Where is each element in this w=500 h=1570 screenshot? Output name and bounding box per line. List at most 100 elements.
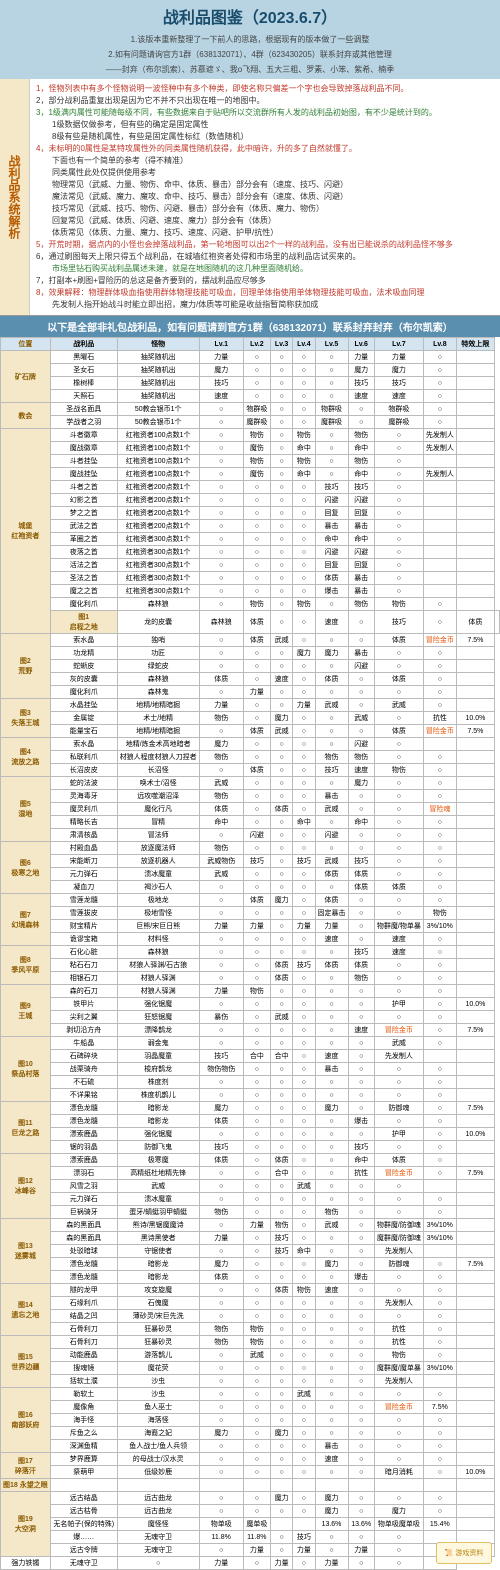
data-cell: 物伤 (243, 429, 270, 442)
data-cell: ○ (199, 442, 243, 455)
data-cell: ○ (315, 985, 348, 998)
data-cell (456, 442, 494, 455)
data-cell: ○ (374, 1427, 423, 1440)
data-cell: 无魂守卫 (50, 1557, 117, 1570)
data-cell: ○ (348, 1037, 374, 1050)
data-cell: 武威 (243, 1349, 270, 1362)
data-cell: 闪避 (348, 494, 374, 507)
data-cell: 合中 (243, 1050, 270, 1063)
data-cell: 森的石刀 (50, 985, 117, 998)
data-cell: 红袍资者100点数1个 (117, 442, 199, 455)
data-cell (50, 1479, 117, 1492)
data-cell: ○ (315, 1167, 348, 1180)
data-cell: 魔力 (315, 1492, 348, 1505)
data-cell: ○ (315, 1297, 348, 1310)
data-cell (456, 829, 494, 842)
data-cell: ○ (199, 1310, 243, 1323)
data-cell: ○ (315, 390, 348, 403)
table-row: 城堡红袍资者斗者徽章红袍资者100点数1个○物伤○物伤○物伤○先发制人 (1, 429, 500, 442)
data-cell: ○ (293, 533, 315, 546)
data-cell: 力量 (243, 1219, 270, 1232)
data-cell: ○ (348, 1375, 374, 1388)
data-cell (456, 1141, 494, 1154)
data-cell: ○ (423, 777, 456, 790)
table-row: 雪莲拔皮极地雪怪○○○○固定暴击○○物伤 (1, 907, 500, 920)
data-cell: 魔力 (199, 364, 243, 377)
data-cell: 先发制人 (423, 442, 456, 455)
data-cell: ○ (423, 1141, 456, 1154)
data-cell: 魔力 (315, 1102, 348, 1115)
table-row: 不石硫株度剂○○○○○○○○ (1, 1076, 500, 1089)
table-row: 夜落之首红袍资者300点数1个○○○○闪避闪避○ (1, 546, 500, 559)
data-cell: ○ (315, 946, 348, 959)
table-row: 精略长吉冒精命中○○命中○命中○○ (1, 816, 500, 829)
data-cell: ○ (315, 1531, 348, 1544)
data-cell: 闪避 (315, 829, 348, 842)
data-cell: 力量 (315, 1557, 348, 1570)
data-cell: ○ (293, 1128, 315, 1141)
data-cell: ○ (293, 1375, 315, 1388)
data-cell: ○ (423, 868, 456, 881)
data-cell: ○ (243, 1557, 270, 1570)
data-cell: 暴伤 (199, 1011, 243, 1024)
table-row: 远古枯骨远古曲龙○○○○魔力○魔力○ (1, 1505, 500, 1518)
data-cell: ○ (293, 764, 315, 777)
data-cell: ○ (374, 1115, 423, 1128)
table-row: 不详果铭株度机鹊儿○○○○○○○○ (1, 1089, 500, 1102)
data-cell: ○ (199, 1037, 243, 1050)
data-cell: ○ (423, 1505, 456, 1518)
data-cell: ○ (199, 520, 243, 533)
data-cell: 体质 (199, 1271, 243, 1284)
data-cell: 物伤 (348, 429, 374, 442)
data-cell: ○ (199, 455, 243, 468)
data-cell: 11.8% (199, 1531, 243, 1544)
data-cell: 物伤 (293, 598, 315, 611)
data-cell: 括软土濮 (50, 1375, 117, 1388)
table-row: 图10祭品村落牛船晶弱金鬼○○○○○○武威○ (1, 1037, 500, 1050)
data-cell: ○ (315, 1323, 348, 1336)
data-cell: ○ (423, 1310, 456, 1323)
data-cell: 魔力 (315, 1505, 348, 1518)
data-cell: ○ (243, 1310, 270, 1323)
data-cell: ○ (199, 1089, 243, 1102)
data-cell: ○ (423, 673, 456, 686)
data-cell: 远古曲龙 (117, 1492, 199, 1505)
data-cell: ○ (374, 660, 423, 673)
data-cell: ○ (243, 712, 270, 725)
data-cell: ○ (293, 377, 315, 390)
data-cell: 体质 (270, 972, 292, 985)
data-cell: ○ (243, 699, 270, 712)
data-cell: ○ (423, 647, 456, 660)
data-cell: 红袍资者200点数1个 (117, 507, 199, 520)
data-cell: ○ (270, 660, 292, 673)
table-row: 橡树棒抽奖随机出技巧○○○○技巧技巧○ (1, 377, 500, 390)
table-row: 祭萌甲低级妙鹿○○○○○○暗月消耗○10.0% (1, 1466, 500, 1479)
table-row: 魔化利爪森林狼○物伤○物伤○物伤物伤○ (1, 598, 500, 611)
data-cell (423, 572, 456, 585)
data-cell (456, 546, 494, 559)
data-cell: ○ (374, 520, 423, 533)
data-cell: ○ (293, 1427, 315, 1440)
data-cell: 暗影龙 (117, 1115, 199, 1128)
data-cell: 武威物伤 (199, 855, 243, 868)
data-cell: 魔伤 (243, 442, 270, 455)
data-cell: 技巧 (293, 855, 315, 868)
data-cell: 森林狼 (117, 946, 199, 959)
table-row: 处驳暗球守锯使者○○技巧命中○○先发制人 (1, 1245, 500, 1258)
zone-cell: 图14遗忘之地 (1, 1284, 51, 1336)
data-cell: 财宝精片 (50, 920, 117, 933)
data-cell: ○ (199, 481, 243, 494)
data-cell: ○ (374, 829, 423, 842)
data-cell: ○ (315, 442, 348, 455)
data-cell (456, 1076, 494, 1089)
rules-body: 1，怪物列表中有多个怪物说明一波怪种中有多个种类，即使名称只偏差一个字也会导致掉… (30, 79, 500, 315)
col-header: 位置 (1, 338, 51, 351)
data-cell: 动能鹿晶 (50, 1349, 117, 1362)
data-cell: 雪莲龙髓 (50, 894, 117, 907)
data-cell: 深渊鱼精 (50, 1440, 117, 1453)
data-cell: ○ (374, 1180, 423, 1193)
col-header: Lv.4 (293, 338, 315, 351)
rule-line: 体质常见（体质、力量、魔力、技巧、速度、闪避、护甲/抗性） (36, 227, 494, 239)
data-cell: ○ (199, 634, 243, 647)
data-cell (456, 1180, 494, 1193)
